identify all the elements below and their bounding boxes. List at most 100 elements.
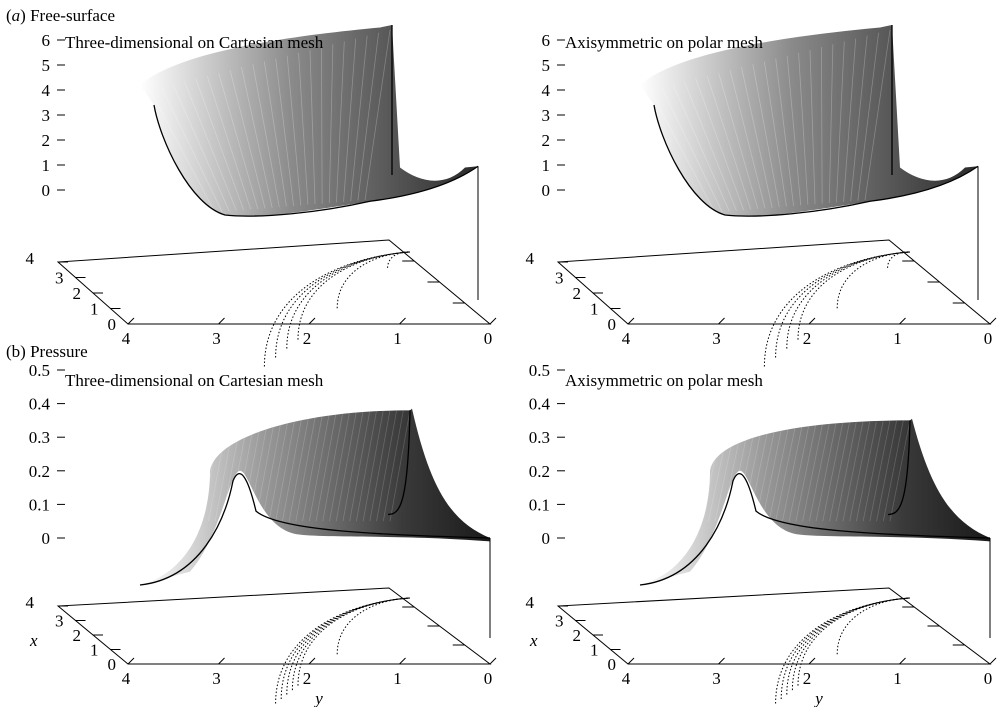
x-tick-label: 3 — [555, 269, 564, 288]
x-axis-label: x — [529, 631, 538, 650]
z-tick-label: 4 — [42, 81, 51, 100]
y-tick-label: 3 — [712, 329, 721, 348]
z-axis: 0.5 0.4 0.3 0.2 0.1 0 — [29, 361, 65, 548]
y-tick-label: 0 — [484, 669, 493, 688]
mesh-line — [214, 416, 236, 522]
contour-line — [336, 597, 411, 655]
y-tick-label: 4 — [622, 329, 631, 348]
contour-line — [836, 251, 911, 309]
mesh-line — [349, 411, 371, 522]
z-tick-label: 0 — [542, 529, 551, 548]
mesh-line — [708, 426, 729, 522]
y-tick — [808, 317, 816, 325]
y-tick — [127, 657, 135, 665]
panel-title: Three-dimensional on Cartesian mesh — [65, 33, 324, 52]
mesh-line — [288, 413, 310, 522]
mesh-line — [788, 423, 810, 522]
right-edge-ticks — [902, 606, 965, 646]
x-tick-label: 3 — [55, 612, 64, 631]
surface-body — [139, 408, 491, 638]
contour-line — [275, 251, 411, 358]
panel-title: Axisymmetric on polar mesh — [565, 33, 763, 52]
mesh-line — [798, 52, 809, 205]
y-tick-label: 4 — [122, 329, 131, 348]
mesh-line — [355, 411, 377, 522]
mesh-line — [822, 422, 844, 522]
mesh-line — [342, 411, 364, 522]
z-tick-label: 0.2 — [29, 462, 50, 481]
contour-line — [763, 251, 911, 367]
y-tick-label: 3 — [212, 669, 221, 688]
mesh-line — [282, 413, 303, 522]
mesh-line — [149, 89, 216, 213]
y-tick — [399, 657, 406, 665]
front-curve — [639, 473, 991, 586]
mesh-line — [308, 413, 330, 522]
y-tick-label: 1 — [893, 329, 902, 348]
contour-line — [263, 251, 411, 367]
mesh-line — [172, 84, 230, 212]
x-tick-label: 1 — [90, 300, 99, 319]
mesh-line — [228, 415, 250, 522]
mesh-line — [882, 420, 904, 522]
z-tick-label: 3 — [42, 106, 51, 125]
y-tick — [627, 657, 635, 665]
y-tick — [989, 317, 997, 325]
base-outline — [556, 239, 992, 325]
contour-line — [275, 597, 411, 704]
mesh-line — [364, 29, 391, 201]
x-tick-label: 2 — [573, 626, 582, 645]
mesh-line — [876, 420, 897, 522]
mesh-line — [741, 425, 763, 522]
section-label-free-surface: (a) Free-surface — [6, 6, 115, 25]
y-tick-label: 4 — [622, 669, 631, 688]
mesh-line — [234, 415, 256, 522]
z-axis: 6 5 4 3 2 1 0 — [42, 31, 65, 200]
mesh-line — [862, 421, 884, 522]
y-axis-label: y — [813, 689, 823, 707]
mesh-line — [275, 414, 297, 522]
mesh-line — [782, 424, 803, 522]
mesh-line — [763, 61, 787, 207]
right-edge-ticks — [402, 606, 465, 646]
x-tick-label: 0 — [608, 655, 617, 674]
y-tick-label: 2 — [303, 669, 312, 688]
contour-group — [775, 597, 911, 704]
base-outline — [56, 239, 492, 325]
mesh-line — [328, 44, 334, 203]
z-tick-label: 2 — [542, 131, 551, 150]
mesh-line — [261, 414, 283, 522]
front-curve — [153, 104, 479, 217]
mesh-line — [835, 422, 857, 522]
mesh-line — [755, 424, 776, 522]
mesh-line — [263, 61, 287, 207]
contour-line — [336, 251, 411, 309]
base-outline — [56, 587, 492, 665]
mesh-line — [194, 416, 216, 522]
right-edge-ticks — [402, 260, 465, 304]
mesh-line — [241, 415, 263, 522]
surface-body — [639, 418, 991, 638]
x-tick-label: 0 — [108, 655, 117, 674]
mesh-line — [321, 47, 323, 204]
mesh-line — [836, 41, 845, 203]
z-tick-label: 5 — [42, 56, 51, 75]
mesh-line — [683, 81, 737, 211]
y-tick-label: 0 — [484, 329, 493, 348]
z-tick-label: 5 — [542, 56, 551, 75]
y-tick — [808, 657, 816, 665]
mesh-line — [649, 89, 716, 213]
mesh-line — [295, 413, 317, 522]
mesh-line — [741, 67, 773, 208]
mesh-line — [729, 69, 766, 209]
y-tick — [718, 317, 725, 325]
z-tick-label: 0.5 — [29, 361, 50, 380]
y-tick — [489, 317, 497, 325]
mesh-line — [718, 72, 759, 210]
